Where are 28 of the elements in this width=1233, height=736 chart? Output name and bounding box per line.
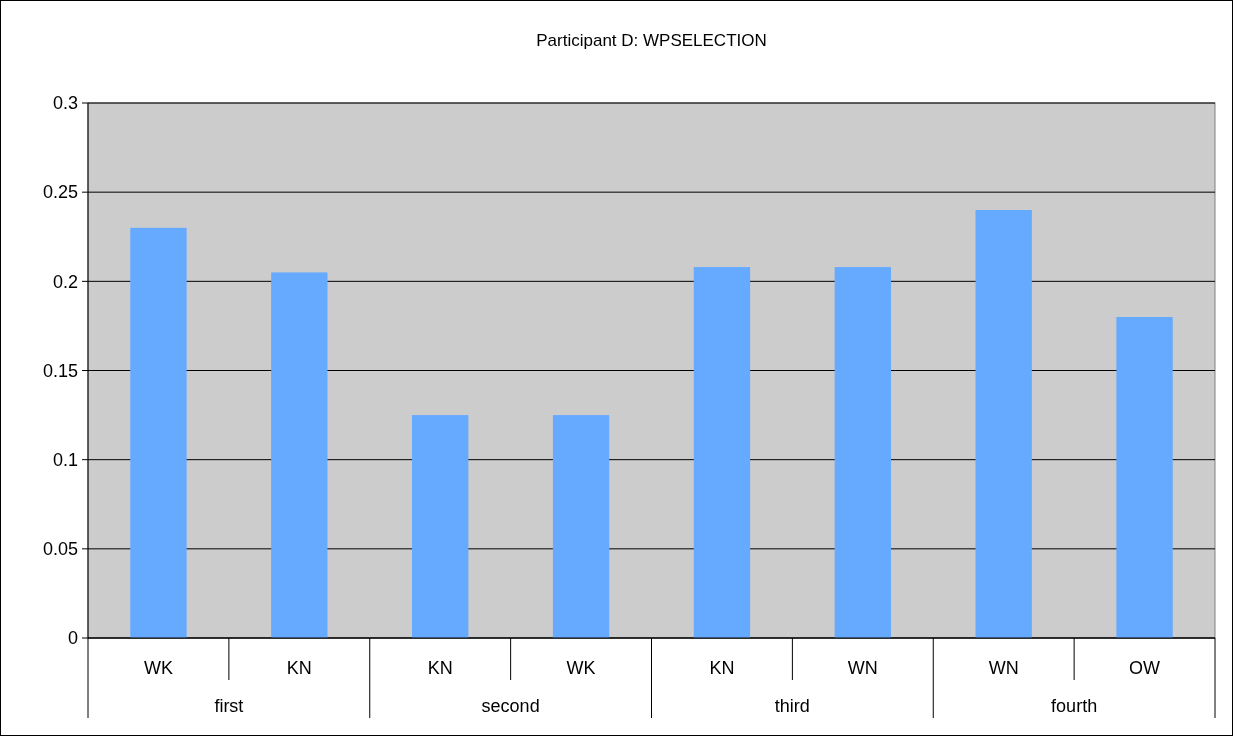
text: fourth [1051, 696, 1098, 717]
y-tick-label: 0.3 [52, 93, 78, 114]
bar [693, 267, 751, 638]
y-tick-label: 0.1 [52, 449, 78, 470]
x-tick-label: KN [709, 658, 735, 679]
x-tick-label: WN [988, 658, 1019, 679]
bar [1116, 317, 1173, 638]
bar [412, 415, 469, 638]
y-tick-label: 0.15 [42, 360, 78, 381]
text: second [481, 696, 540, 717]
y-tick-label: 0.25 [42, 182, 78, 203]
x-tick-label: WN [847, 658, 878, 679]
text: third [774, 696, 810, 717]
bar [130, 227, 187, 638]
x-tick-label: OW [1129, 658, 1161, 679]
y-tick-label: 0.2 [52, 271, 78, 292]
bar [975, 210, 1032, 638]
text: first [214, 696, 244, 717]
x-tick-label: KN [427, 658, 453, 679]
y-tick-label: 0.05 [42, 539, 78, 560]
chart-title: Participant D: WPSELECTION [536, 31, 767, 50]
x-tick-label: WK [143, 658, 173, 679]
x-tick-label: WK [566, 658, 596, 679]
y-tick-label: 0 [67, 628, 78, 649]
bar [552, 415, 610, 638]
bar [834, 267, 891, 638]
x-tick-label: KN [286, 658, 312, 679]
bar [271, 272, 328, 638]
